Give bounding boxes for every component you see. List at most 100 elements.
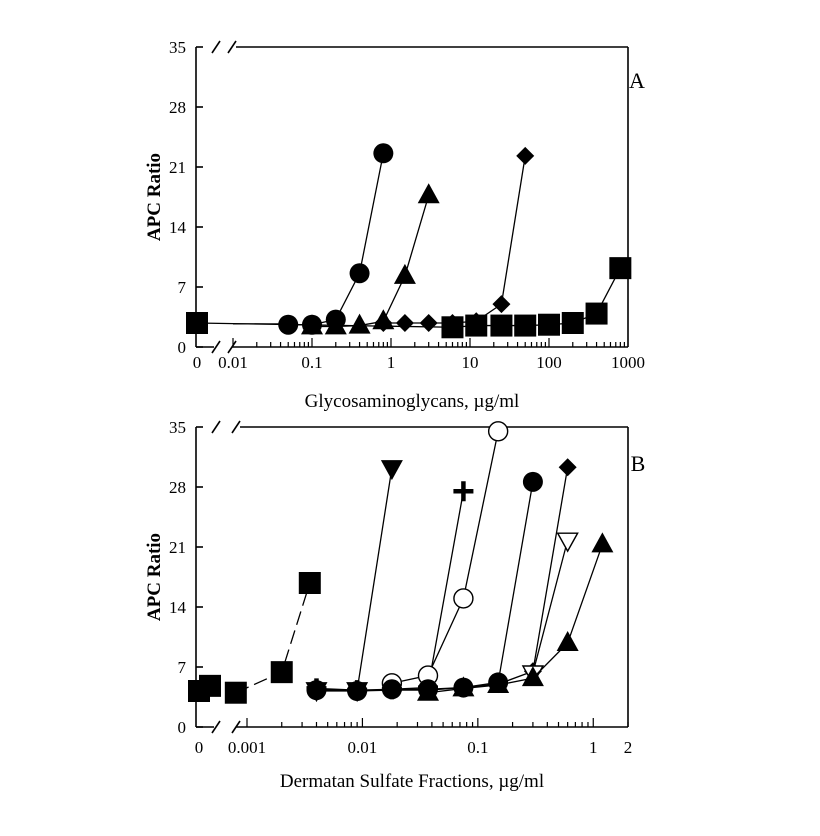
series-2-filled-triangle: [301, 183, 440, 335]
data-point-filled-square: [585, 302, 608, 325]
series-1-filled-square: [224, 572, 321, 704]
data-point-filled-triangle: [416, 680, 439, 701]
data-point-filled-diamond: [419, 314, 438, 332]
data-point-filled-square: [270, 661, 293, 684]
series-3-plus: [306, 481, 474, 701]
y-tick-label: 14: [169, 598, 187, 617]
data-point-filled-square: [538, 313, 560, 336]
axis-break-mark: [231, 420, 241, 434]
data-point-open-down-triangle: [556, 532, 579, 553]
y-tick-label: 28: [169, 478, 186, 497]
series-line: [312, 195, 430, 328]
x-tick-label: 0: [193, 353, 202, 372]
y-axis-label: APC Ratio: [144, 153, 165, 241]
x-tick-label: 10: [462, 353, 479, 372]
x-tick-label: 2: [624, 738, 633, 757]
x-tick-label: 0.01: [348, 738, 378, 757]
x-tick-label: 1: [387, 353, 396, 372]
series-line: [316, 468, 393, 691]
series-1-filled-circle: [278, 143, 394, 335]
x-tick-label: 0.001: [228, 738, 266, 757]
y-tick-label: 7: [178, 278, 187, 297]
data-point-filled-triangle: [556, 631, 579, 651]
data-point-filled-square: [224, 681, 247, 704]
data-point-filled-triangle: [417, 183, 440, 204]
y-tick-label: 35: [169, 38, 186, 57]
data-point-filled-square: [465, 314, 488, 337]
data-point-filled-square: [199, 674, 221, 697]
y-tick-label: 14: [169, 218, 187, 237]
y-tick-label: 28: [169, 98, 186, 117]
data-point-filled-diamond: [374, 314, 393, 332]
series-line: [316, 491, 465, 691]
axis-break-mark: [227, 40, 237, 54]
axis-break-mark: [211, 720, 221, 734]
data-point-filled-down-triangle: [380, 460, 403, 481]
x-tick-label: 0: [195, 738, 204, 757]
data-point-filled-diamond: [348, 682, 367, 700]
series-3-filled-diamond: [374, 146, 535, 332]
panel-B: 0 7 14 21 28 35 0 0.001 0.01 0.1 1 2 Dermatan Sulfat…: [144, 418, 645, 792]
data-point-plus: [453, 481, 474, 502]
series-4-open-circle: [381, 421, 509, 694]
data-point-filled-square: [298, 572, 321, 594]
data-point-filled-circle: [349, 263, 370, 284]
data-point-filled-triangle: [324, 314, 347, 335]
data-point-filled-square: [514, 314, 537, 337]
panel-letter: B: [631, 451, 646, 476]
axis-break-mark: [211, 40, 221, 54]
series-0-filled-square: [188, 674, 221, 702]
data-point-filled-diamond: [382, 681, 401, 700]
x-axis-label: Glycosaminoglycans, µg/ml: [305, 391, 520, 412]
data-point-filled-circle: [522, 471, 543, 492]
data-point-filled-circle: [373, 143, 394, 164]
series-line: [391, 431, 499, 684]
panel-letter: A: [629, 68, 645, 93]
series-6-filled-diamond: [307, 458, 577, 700]
axis-break-mark: [211, 340, 221, 354]
data-point-filled-triangle: [452, 676, 475, 697]
data-point-filled-triangle: [591, 532, 614, 553]
y-tick-label: 7: [178, 658, 187, 677]
axis-break-mark: [227, 340, 237, 354]
data-point-filled-square: [490, 314, 513, 337]
data-point-filled-square: [561, 312, 584, 334]
series-line: [288, 153, 384, 326]
data-point-filled-square: [609, 257, 632, 280]
panel-A: 0 7 14 21 28 35 0 0.01 0.1 1 10 100 1000 Glycosaminog…: [144, 38, 645, 412]
series-4-filled-square: [186, 257, 632, 339]
data-point-filled-diamond: [307, 682, 326, 700]
x-tick-label: 0.1: [301, 353, 322, 372]
data-point-open-circle: [487, 421, 509, 442]
x-tick-label: 0.01: [218, 353, 248, 372]
data-point-filled-diamond: [395, 314, 414, 332]
x-axis-label: Dermatan Sulfate Fractions, µg/ml: [280, 771, 544, 792]
data-point-filled-triangle: [487, 673, 510, 693]
x-tick-label: 1000: [611, 353, 645, 372]
y-tick-label: 0: [178, 338, 187, 357]
y-tick-label: 21: [169, 158, 186, 177]
y-axis-label: APC Ratio: [144, 533, 165, 621]
y-tick-label: 21: [169, 538, 186, 557]
series-8-filled-triangle: [416, 532, 614, 701]
x-tick-label: 0.1: [467, 738, 488, 757]
axis-break-mark: [211, 420, 221, 434]
data-point-filled-square: [441, 316, 464, 339]
data-point-filled-diamond: [516, 146, 535, 165]
x-tick-label: 100: [536, 353, 562, 372]
series-line: [316, 481, 534, 692]
data-point-filled-diamond: [558, 458, 577, 477]
x-tick-label: 1: [589, 738, 598, 757]
data-point-filled-triangle: [521, 666, 544, 687]
data-point-filled-diamond: [492, 295, 511, 314]
y-tick-label: 0: [178, 718, 187, 737]
data-point-open-circle: [453, 588, 474, 609]
data-point-filled-triangle: [393, 263, 416, 284]
axis-break-mark: [231, 720, 241, 734]
y-tick-label: 35: [169, 418, 186, 437]
data-point-filled-square: [186, 312, 208, 334]
data-point-filled-triangle: [348, 313, 371, 334]
series-line: [532, 539, 569, 674]
